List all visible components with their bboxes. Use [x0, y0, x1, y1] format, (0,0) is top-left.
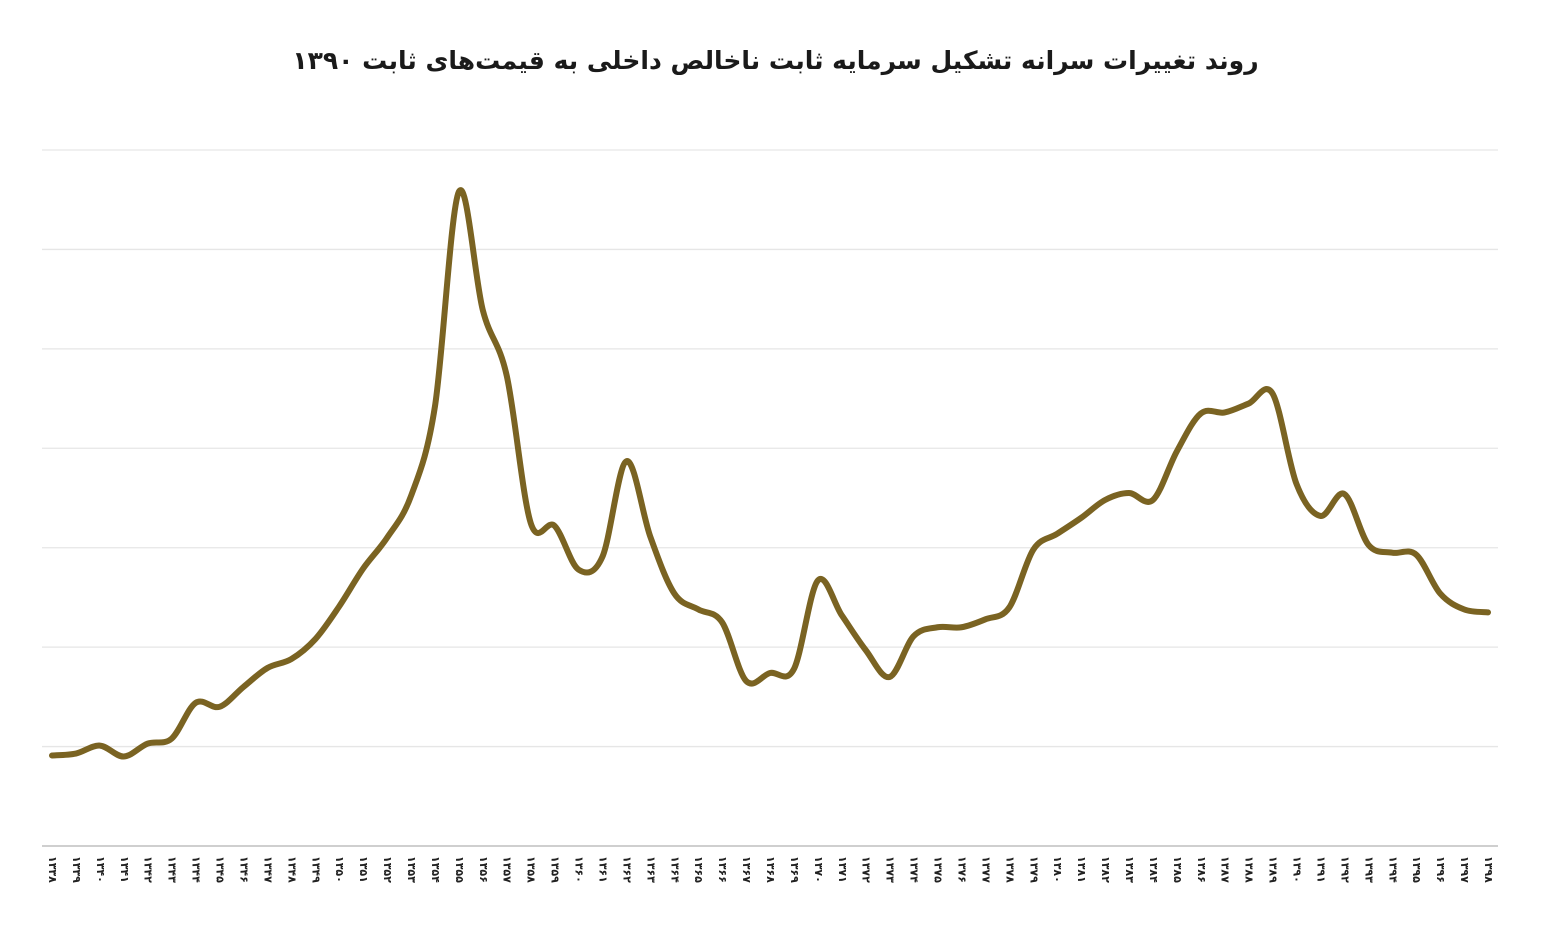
x-tick-label: ۱۳۷۷	[979, 856, 992, 883]
x-tick-label: ۱۳۸۷	[1219, 856, 1232, 883]
x-tick-label: ۱۳۹۲	[1338, 856, 1351, 883]
x-tick-label: ۱۳۸۹	[1267, 856, 1280, 883]
x-tick-label: ۱۳۷۲	[860, 856, 873, 883]
x-tick-label: ۱۳۸۴	[1147, 856, 1160, 883]
x-tick-label: ۱۳۷۶	[955, 856, 968, 883]
x-tick-label: ۱۳۸۵	[1171, 856, 1184, 883]
x-tick-label: ۱۳۵۶	[477, 856, 490, 883]
x-tick-label: ۱۳۷۸	[1003, 856, 1016, 883]
x-tick-label: ۱۳۷۹	[1027, 856, 1040, 883]
x-tick-label: ۱۳۹۷	[1458, 856, 1471, 883]
x-tick-label: ۱۳۷۴	[908, 856, 921, 883]
x-tick-label: ۱۳۸۶	[1195, 856, 1208, 883]
x-axis-tick-labels: ۱۳۳۸ ۱۳۳۹ ۱۳۴۰ ۱۳۴۱ ۱۳۴۲ ۱۳۴۳ ۱۳۴۴ ۱۳۴۵ ۱۳۴۶ ۱۳۴۷…	[46, 856, 1495, 883]
x-tick-label: ۱۳۶۷	[740, 856, 753, 883]
x-tick-label: ۱۳۸۸	[1243, 856, 1256, 883]
x-tick-label: ۱۳۶۳	[644, 856, 657, 883]
x-tick-label: ۱۳۶۹	[788, 856, 801, 883]
x-tick-label: ۱۳۵۹	[549, 856, 562, 883]
x-tick-label: ۱۳۵۴	[429, 856, 442, 883]
x-tick-label: ۱۳۶۶	[716, 856, 729, 883]
x-tick-label: ۱۳۹۸	[1482, 856, 1495, 883]
x-tick-label: ۱۳۶۸	[764, 856, 777, 883]
x-tick-label: ۱۳۸۰	[1051, 856, 1064, 883]
x-tick-label: ۱۳۵۵	[453, 856, 466, 883]
x-tick-label: ۱۳۵۲	[381, 856, 394, 883]
x-tick-label: ۱۳۶۱	[596, 856, 609, 883]
grid-lines	[42, 149, 1498, 847]
x-tick-label: ۱۳۹۶	[1434, 856, 1447, 883]
x-tick-label: ۱۳۷۰	[812, 856, 825, 883]
x-tick-label: ۱۳۷۵	[932, 856, 945, 883]
x-tick-label: ۱۳۶۰	[573, 856, 586, 883]
x-tick-label: ۱۳۹۱	[1314, 856, 1327, 883]
x-tick-label: ۱۳۹۵	[1410, 856, 1423, 883]
x-tick-label: ۱۳۵۳	[405, 856, 418, 883]
x-tick-label: ۱۳۳۹	[70, 856, 83, 883]
x-tick-label: ۱۳۴۳	[166, 856, 179, 883]
x-tick-label: ۱۳۷۱	[836, 856, 849, 883]
x-tick-label: ۱۳۴۲	[142, 856, 155, 883]
x-tick-label: ۱۳۴۴	[190, 856, 203, 883]
x-tick-label: ۱۳۸۲	[1099, 856, 1112, 883]
x-tick-label: ۱۳۴۱	[118, 856, 131, 883]
x-tick-label: ۱۳۵۰	[333, 856, 346, 883]
x-tick-label: ۱۳۹۴	[1386, 856, 1399, 883]
x-tick-label: ۱۳۴۶	[237, 856, 250, 883]
x-tick-label: ۱۳۶۵	[692, 856, 705, 883]
x-tick-label: ۱۳۹۳	[1362, 856, 1375, 883]
x-tick-label: ۱۳۹۰	[1291, 856, 1304, 883]
x-tick-label: ۱۳۷۳	[884, 856, 897, 883]
x-tick-label: ۱۳۸۱	[1075, 856, 1088, 883]
x-tick-label: ۱۳۴۹	[309, 856, 322, 883]
x-tick-label: ۱۳۸۳	[1123, 856, 1136, 883]
x-tick-label: ۱۳۵۱	[357, 856, 370, 883]
x-tick-label: ۱۳۶۴	[668, 856, 681, 883]
x-tick-label: ۱۳۴۰	[94, 856, 107, 883]
x-tick-label: ۱۳۳۸	[46, 856, 59, 883]
x-tick-label: ۱۳۴۷	[261, 856, 274, 883]
x-tick-label: ۱۳۵۷	[501, 856, 514, 883]
x-tick-label: ۱۳۵۸	[525, 856, 538, 883]
x-tick-label: ۱۳۶۲	[620, 856, 633, 883]
x-tick-label: ۱۳۴۸	[285, 856, 298, 883]
chart-title: روند تغییرات سرانه تشکیل سرمایه ثابت ناخ…	[292, 46, 1259, 75]
series-line	[49, 187, 1491, 760]
x-tick-label: ۱۳۴۵	[214, 856, 227, 883]
